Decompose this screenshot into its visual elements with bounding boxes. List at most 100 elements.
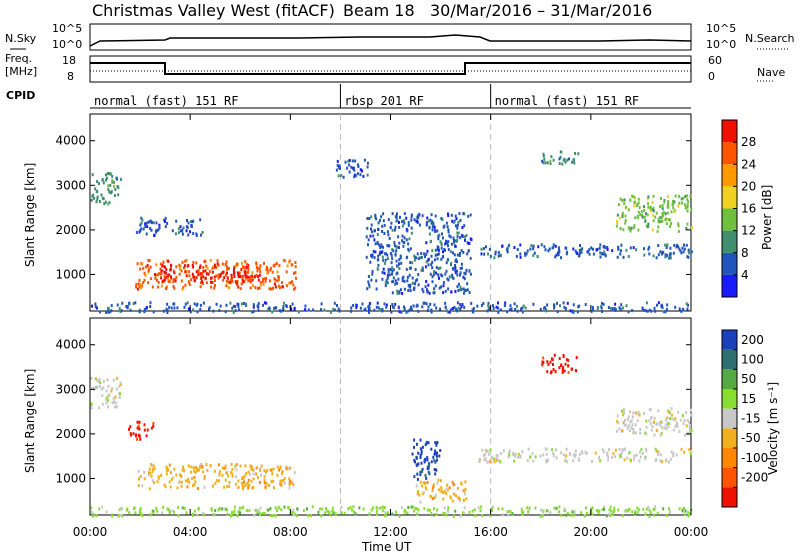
colorbar-tick-label: 20 xyxy=(741,179,756,193)
scatter-cell xyxy=(134,301,137,305)
scatter-cell xyxy=(170,471,172,475)
scatter-cell xyxy=(156,278,158,282)
scatter-cell xyxy=(221,473,224,477)
scatter-cell xyxy=(288,479,291,483)
scatter-cell xyxy=(256,508,259,512)
scatter-cell xyxy=(244,273,247,276)
scatter-cell xyxy=(191,272,194,276)
scatter-cell xyxy=(106,378,109,382)
scatter-cell xyxy=(255,273,258,277)
scatter-cell xyxy=(680,309,683,313)
scatter-cell xyxy=(553,303,555,307)
scatter-cell xyxy=(401,276,404,280)
scatter-cell xyxy=(149,219,152,223)
scatter-cell xyxy=(407,506,410,509)
scatter-cell xyxy=(685,227,688,230)
scatter-cell xyxy=(665,217,668,221)
scatter-cell xyxy=(436,451,438,455)
scatter-cell xyxy=(456,260,458,264)
scatter-cell xyxy=(263,481,266,485)
scatter-cell xyxy=(384,511,387,515)
scatter-cell xyxy=(554,244,557,248)
scatter-cell xyxy=(598,457,601,461)
scatter-cell xyxy=(337,307,340,311)
scatter-cell xyxy=(112,180,115,184)
scatter-cell xyxy=(675,245,678,249)
scatter-cell xyxy=(334,512,337,516)
scatter-cell xyxy=(415,484,418,488)
scatter-cell xyxy=(680,251,683,255)
scatter-cell xyxy=(265,481,268,485)
scatter-cell xyxy=(626,456,629,460)
scatter-cell xyxy=(109,310,112,314)
scatter-cell xyxy=(529,247,532,251)
scatter-cell xyxy=(203,513,206,517)
scatter-cell xyxy=(90,402,93,406)
scatter-cell xyxy=(685,424,688,428)
scatter-cell xyxy=(274,278,277,282)
scatter-cell xyxy=(549,360,552,364)
scatter-cell xyxy=(282,478,285,482)
scatter-cell xyxy=(164,485,167,489)
scatter-cell xyxy=(470,301,473,305)
scatter-cell xyxy=(435,512,438,516)
scatter-cell xyxy=(419,473,422,477)
scatter-cell xyxy=(180,279,183,283)
scatter-cell xyxy=(685,411,688,415)
scatter-cell xyxy=(201,272,204,276)
scatter-cell xyxy=(217,508,220,512)
scatter-cell xyxy=(660,197,662,200)
scatter-cell xyxy=(294,286,297,290)
scatter-cell xyxy=(682,422,685,426)
scatter-cell xyxy=(192,232,195,235)
scatter-cell xyxy=(625,248,628,252)
scatter-cell xyxy=(444,306,447,310)
scatter-cell xyxy=(410,308,413,312)
scatter-cell xyxy=(233,275,236,278)
scatter-cell xyxy=(621,306,624,310)
scatter-cell xyxy=(416,472,419,476)
scatter-cell xyxy=(162,309,165,313)
scatter-cell xyxy=(403,221,406,225)
scatter-cell xyxy=(441,255,444,259)
scatter-cell xyxy=(485,449,488,453)
scatter-cell xyxy=(645,419,648,423)
scatter-cell xyxy=(660,304,663,308)
scatter-cell xyxy=(654,459,657,462)
scatter-cell xyxy=(228,480,231,484)
scatter-cell xyxy=(145,434,148,438)
scatter-cell xyxy=(267,308,270,311)
scatter-cell xyxy=(619,252,622,256)
scatter-cell xyxy=(539,514,542,518)
scatter-cell xyxy=(287,467,290,471)
scatter-cell xyxy=(336,159,339,163)
scatter-cell xyxy=(673,209,676,213)
scatter-cell xyxy=(526,249,529,253)
scatter-cell xyxy=(414,282,416,286)
scatter-cell xyxy=(398,262,401,266)
scatter-cell xyxy=(601,301,603,305)
scatter-cell xyxy=(187,221,190,225)
scatter-cell xyxy=(555,456,558,460)
scatter-cell xyxy=(508,243,511,247)
scatter-cell xyxy=(651,200,654,204)
scatter-cell xyxy=(540,243,543,247)
scatter-cell xyxy=(200,274,203,278)
colorbar-tick-label: 28 xyxy=(741,135,756,149)
scatter-cell xyxy=(485,245,487,249)
scatter-cell xyxy=(386,281,389,285)
scatter-cell xyxy=(107,393,110,397)
scatter-cell xyxy=(641,213,643,217)
scatter-cell xyxy=(571,160,574,164)
scatter-cell xyxy=(408,237,411,241)
scatter-cell xyxy=(188,480,191,484)
scatter-cell xyxy=(164,286,167,290)
scatter-cell xyxy=(247,275,250,279)
scatter-cell xyxy=(111,179,114,183)
scatter-cell xyxy=(252,276,255,280)
scatter-cell xyxy=(148,487,151,491)
scatter-cell xyxy=(375,287,378,291)
scatter-cell xyxy=(650,309,653,313)
scatter-cell xyxy=(574,449,577,453)
scatter-cell xyxy=(578,251,581,255)
